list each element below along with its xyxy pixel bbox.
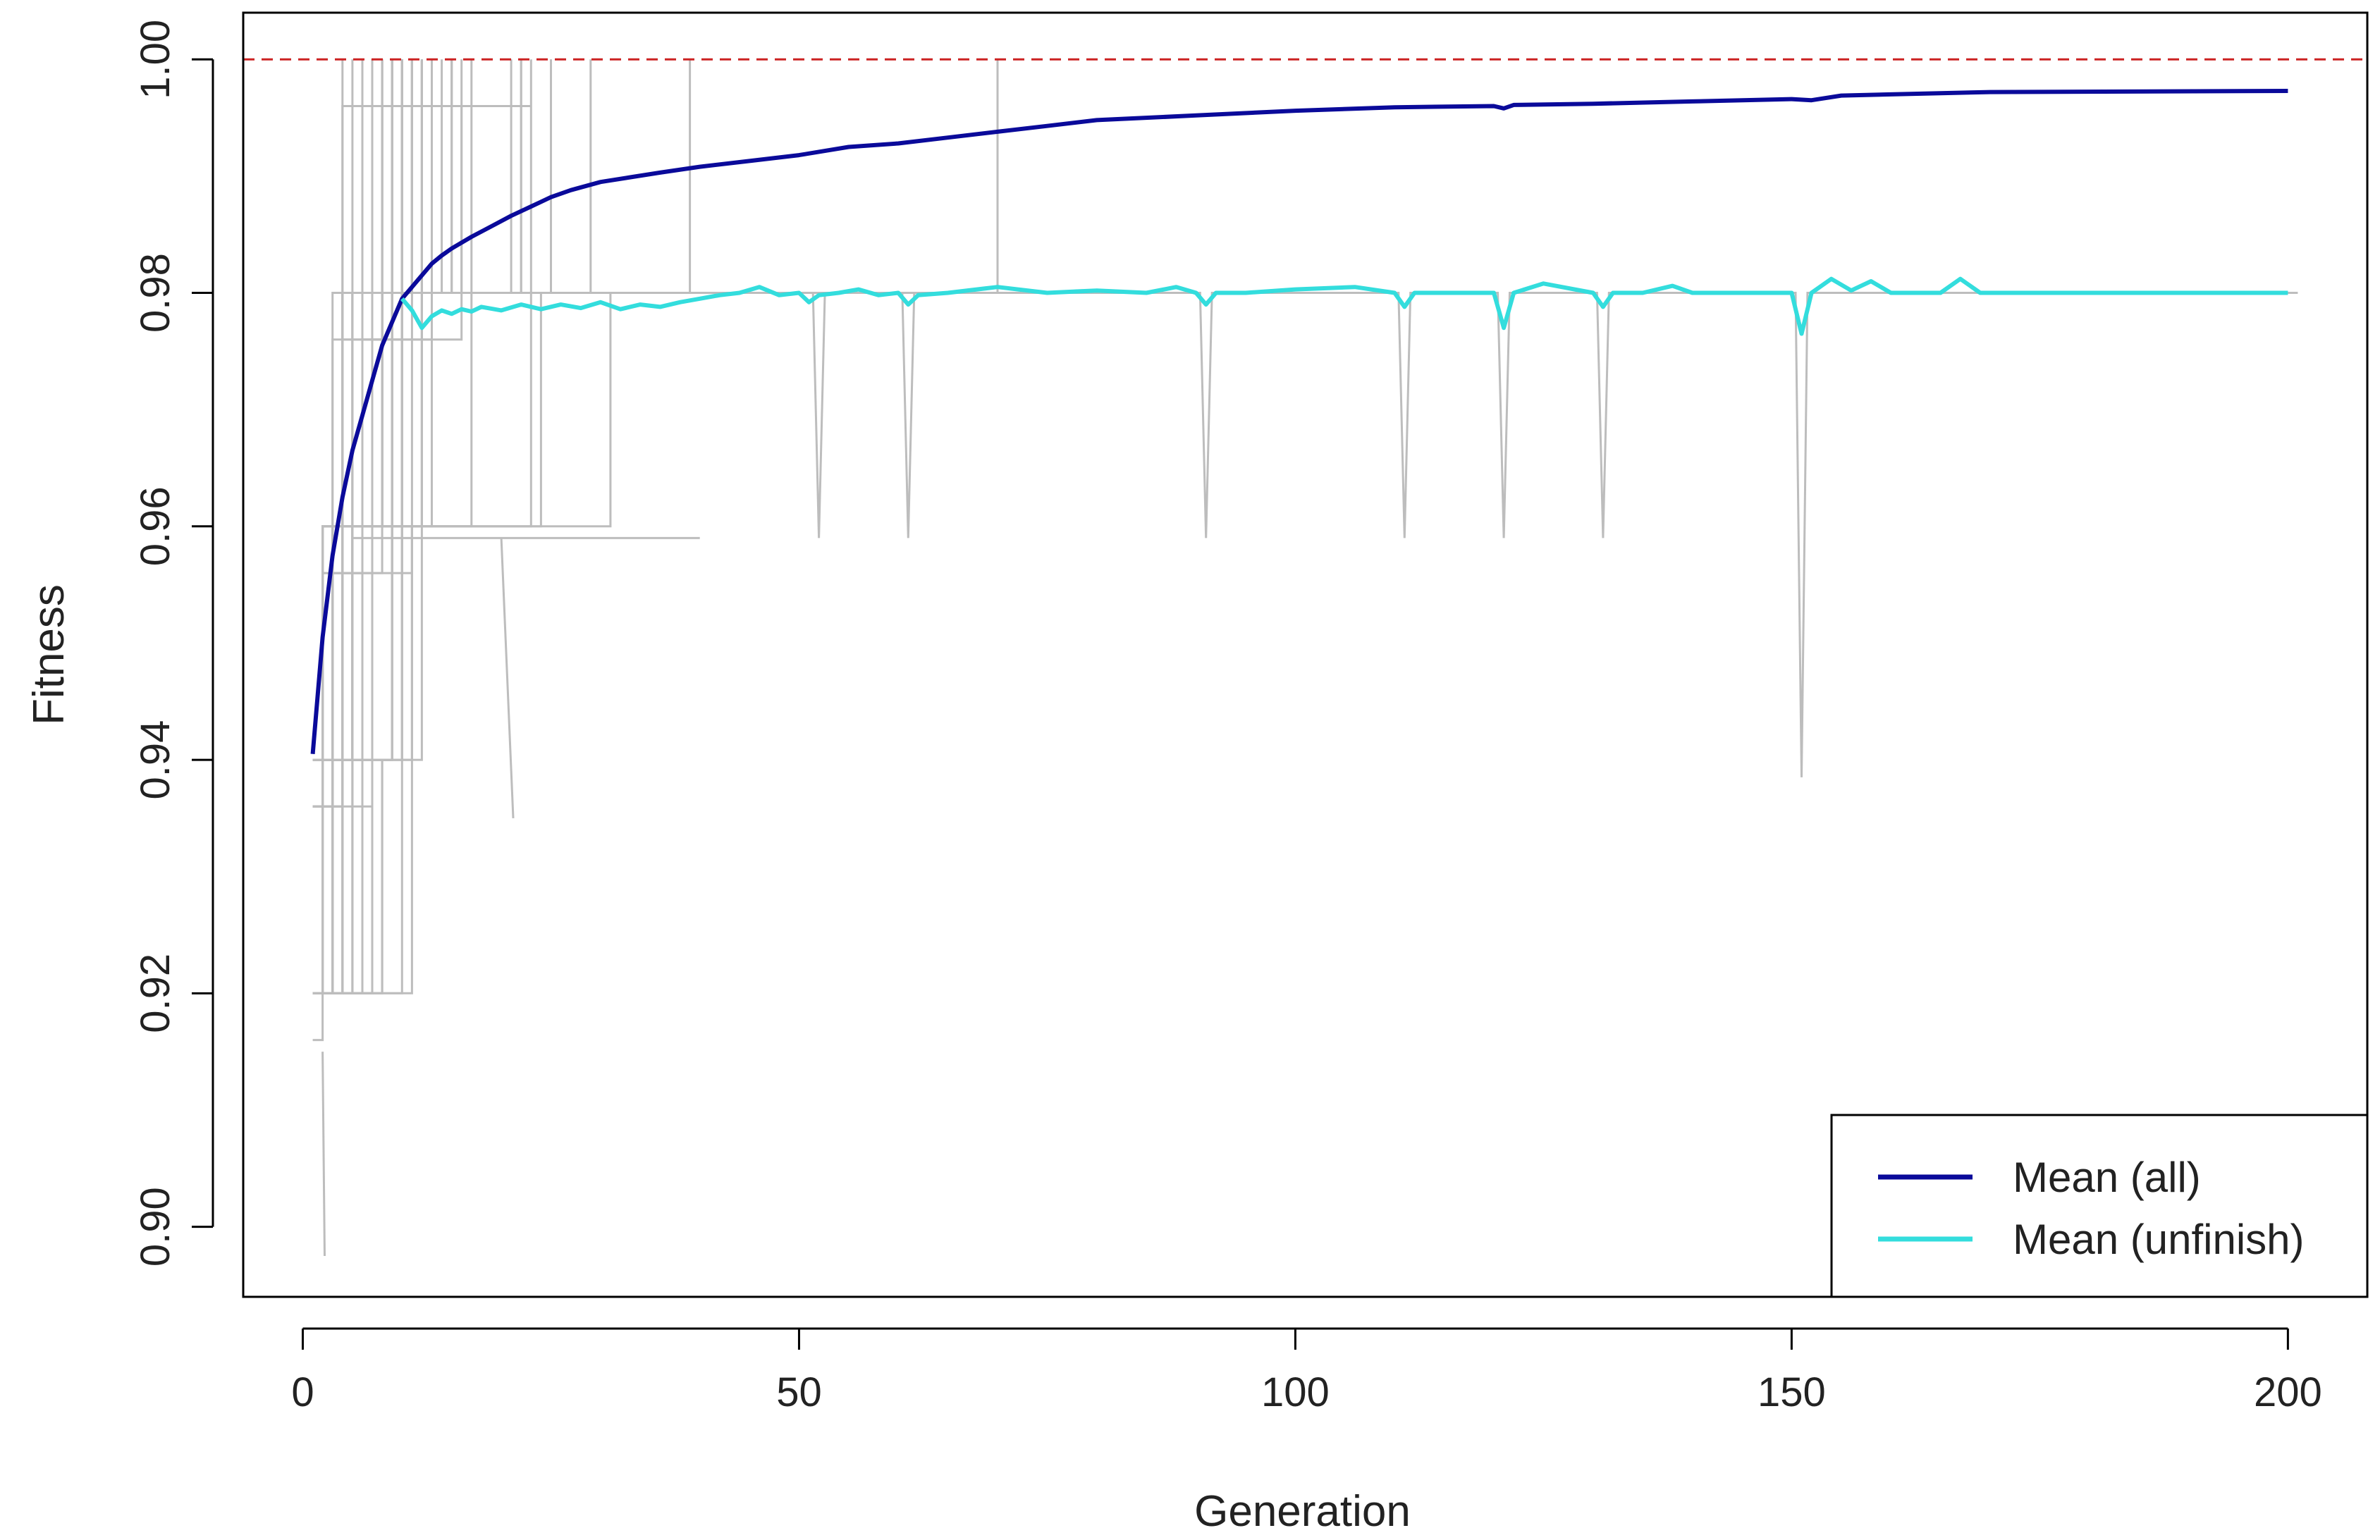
y-axis-title: Fitness bbox=[25, 584, 73, 725]
series-line-mean-all bbox=[310, 89, 2288, 755]
y-axis: 0.90 0.92 0.94 0.96 0.98 1.00 bbox=[133, 20, 214, 1267]
legend-box bbox=[1830, 1114, 2369, 1298]
legend-label-mean-unfinish: Mean (unfinish) bbox=[2013, 1216, 2305, 1263]
y-tick-label: 0.92 bbox=[133, 954, 178, 1033]
series-line-mean-unfinish bbox=[400, 276, 2288, 336]
y-tick-label: 0.90 bbox=[133, 1187, 178, 1267]
plot-frame bbox=[242, 11, 2369, 1298]
x-axis-title: Generation bbox=[1194, 1487, 1411, 1536]
y-tick-label: 0.94 bbox=[133, 720, 178, 800]
series-lines bbox=[310, 89, 2288, 755]
run-line bbox=[312, 59, 374, 761]
x-tick-label: 100 bbox=[1261, 1369, 1330, 1415]
run-line bbox=[312, 59, 393, 761]
y-tick-label: 1.00 bbox=[133, 20, 178, 99]
run-line bbox=[312, 59, 393, 994]
x-tick-label: 150 bbox=[1758, 1369, 1826, 1415]
run-line bbox=[321, 1052, 326, 1257]
x-tick-label: 50 bbox=[776, 1369, 822, 1415]
x-tick-label: 0 bbox=[291, 1369, 314, 1415]
y-tick-label: 0.96 bbox=[133, 486, 178, 566]
x-tick-label: 200 bbox=[2254, 1369, 2322, 1415]
legend: Mean (all) Mean (unfinish) bbox=[1830, 1114, 2369, 1298]
run-line bbox=[500, 538, 515, 818]
y-tick-label: 0.98 bbox=[133, 253, 178, 333]
legend-label-mean-all: Mean (all) bbox=[2013, 1154, 2201, 1201]
x-axis: 0 50 100 150 200 bbox=[291, 1327, 2322, 1415]
run-line bbox=[312, 59, 552, 994]
